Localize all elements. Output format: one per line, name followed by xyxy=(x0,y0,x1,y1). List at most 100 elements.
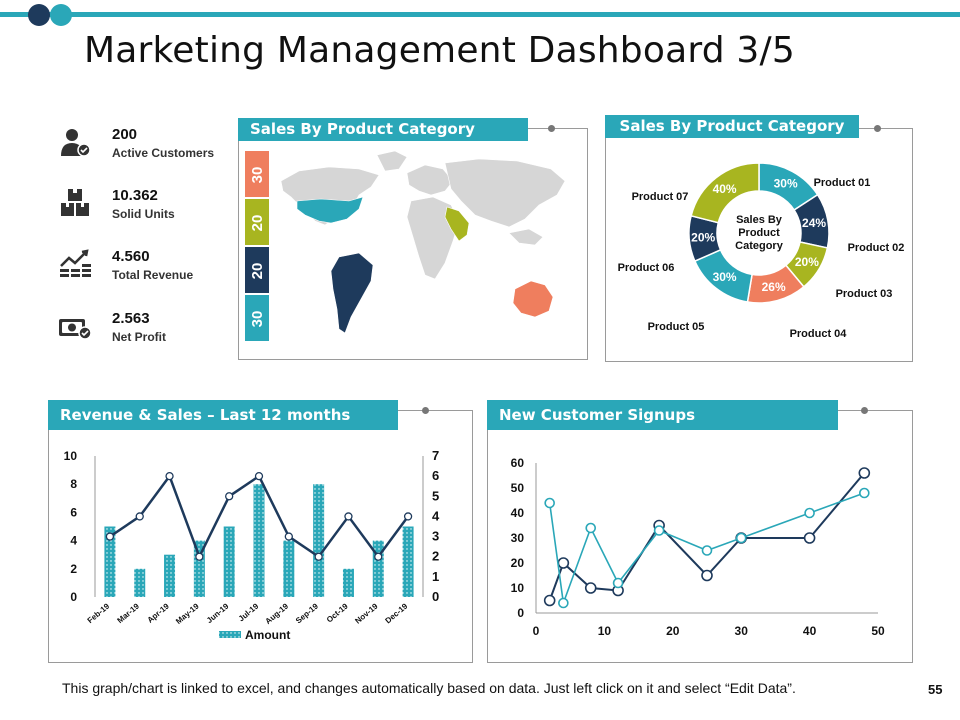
signups-panel-header: New Customer Signups xyxy=(487,400,838,430)
bar-chart-category-label: May-19 xyxy=(174,601,201,626)
cash-check-icon xyxy=(59,319,92,340)
new-customer-signups-chart: 0 10 20 30 40 50 60 0 10 20 30 40 50 xyxy=(511,456,885,638)
signups-point xyxy=(859,487,870,499)
accent-dot-teal xyxy=(50,4,72,26)
map-region-europe xyxy=(406,164,454,196)
bar-chart-right-tick: 1 xyxy=(432,569,439,584)
signups-x-tick: 30 xyxy=(735,624,749,638)
signups-panel: 0 10 20 30 40 50 60 0 10 20 30 40 50 xyxy=(487,410,913,663)
bar-chart-category-label: Jul-19 xyxy=(237,601,261,623)
bar-chart-category-label: Apr-19 xyxy=(146,601,172,625)
bar-chart-bar xyxy=(253,484,265,597)
bar-chart-bar xyxy=(372,540,384,597)
bars-panel-header: Revenue & Sales – Last 12 months xyxy=(48,400,398,430)
signups-y-tick: 30 xyxy=(511,531,525,545)
bar-chart-category-label: Aug-19 xyxy=(264,601,291,626)
signups-point xyxy=(558,597,569,609)
bar-chart-bar xyxy=(402,526,414,597)
bar-chart-category-label: Feb-19 xyxy=(86,601,112,625)
signups-series-line xyxy=(548,472,866,601)
map-region-southeast-asia xyxy=(508,228,544,246)
donut-slice-label: Product 03 xyxy=(836,288,893,300)
bar-chart-category-label: Nov-19 xyxy=(353,601,380,625)
map-region-greenland xyxy=(376,150,408,172)
bar-chart-line-point xyxy=(344,512,353,521)
donut-slice-label: Product 07 xyxy=(632,191,689,203)
map-panel-header: Sales By Product Category xyxy=(238,118,528,141)
bar-chart-line-point xyxy=(284,532,293,541)
map-legend-swatch xyxy=(245,295,269,341)
signups-point xyxy=(543,594,556,607)
map-panel: 30 20 20 30 xyxy=(238,128,588,360)
map-region-arabia xyxy=(444,206,470,242)
donut-center-label: Product xyxy=(738,227,780,239)
map-corner-dot xyxy=(548,125,555,132)
map-region-asia xyxy=(444,158,566,228)
donut-slice-percent: 20% xyxy=(795,255,819,269)
bar-chart-line-point xyxy=(195,552,204,561)
bar-chart-line-point xyxy=(105,532,115,541)
footnote: This graph/chart is linked to excel, and… xyxy=(62,680,796,696)
accent-dot-navy xyxy=(28,4,50,26)
donut-slice-percent: 40% xyxy=(713,182,737,196)
map-legend-swatch xyxy=(245,151,269,197)
donut-slice-percent: 30% xyxy=(774,177,798,191)
map-corner-line xyxy=(553,128,588,129)
donut-panel-header: Sales By Product Category xyxy=(605,115,859,138)
bar-chart-line-point xyxy=(314,552,323,561)
bar-chart-left-tick: 4 xyxy=(70,534,77,548)
bar-chart-left-tick: 6 xyxy=(70,505,77,519)
donut-slice-label: Product 02 xyxy=(848,242,905,254)
bar-chart-bar xyxy=(342,568,354,597)
signups-x-tick: 0 xyxy=(533,624,540,638)
bar-chart-category-label: Sep-19 xyxy=(294,601,320,625)
donut-corner-dot xyxy=(874,125,881,132)
signups-x-tick: 40 xyxy=(803,624,817,638)
donut-slice-percent: 30% xyxy=(713,270,737,284)
kpi-label: Total Revenue xyxy=(112,268,194,282)
kpi-value: 10.362 xyxy=(112,187,158,204)
bar-chart-right-tick: 7 xyxy=(432,448,439,463)
bar-chart-right-tick: 5 xyxy=(432,488,439,503)
signups-point xyxy=(701,545,713,556)
top-accent-bar xyxy=(0,12,960,17)
signups-corner-line xyxy=(867,410,913,411)
bar-chart-line-point xyxy=(403,512,413,521)
bar-chart-line-point xyxy=(225,492,234,501)
signups-corner-dot xyxy=(861,407,868,414)
kpi-label: Net Profit xyxy=(112,330,166,344)
bar-chart-category-label: Dec-19 xyxy=(383,601,409,625)
bars-corner-line xyxy=(428,410,473,411)
bar-chart-bar xyxy=(283,540,295,597)
world-map-chart: 30 20 20 30 xyxy=(245,150,566,341)
donut-slice-percent: 20% xyxy=(691,231,715,245)
bar-chart-left-tick: 0 xyxy=(70,590,77,604)
bar-chart-bar xyxy=(134,568,146,597)
kpi-net-profit: 2.563 Net Profit xyxy=(58,310,228,360)
signups-point xyxy=(701,569,713,582)
signups-point xyxy=(584,582,597,594)
bar-chart-bar xyxy=(164,554,176,597)
bar-chart-right-tick: 4 xyxy=(432,508,440,523)
map-legend-value: 20 xyxy=(249,215,266,232)
growth-chart-icon xyxy=(60,249,91,277)
bar-chart-left-tick: 2 xyxy=(70,562,77,576)
map-legend-value: 30 xyxy=(249,167,266,184)
donut-slice-label: Product 01 xyxy=(814,177,871,189)
donut-slice-label: Product 06 xyxy=(618,262,675,274)
map-legend-value: 20 xyxy=(249,263,266,280)
map-legend-swatch xyxy=(245,199,269,245)
signups-x-tick: 50 xyxy=(871,624,885,638)
bar-chart-right-tick: 0 xyxy=(432,589,439,604)
signups-y-tick: 40 xyxy=(511,506,525,520)
signups-point xyxy=(858,467,871,479)
bar-chart-right-tick: 3 xyxy=(432,529,439,544)
bar-chart-category-label: Jun-19 xyxy=(205,601,231,625)
page-title: Marketing Management Dashboard 3/5 xyxy=(84,30,795,71)
bar-chart-category-label: Mar-19 xyxy=(115,601,141,625)
bars-corner-dot xyxy=(422,407,429,414)
donut-slice-percent: 24% xyxy=(802,216,826,230)
bar-chart-legend-label: Amount xyxy=(245,628,290,642)
signups-point xyxy=(557,557,570,569)
kpi-solid-units: 10.362 Solid Units xyxy=(58,187,228,237)
